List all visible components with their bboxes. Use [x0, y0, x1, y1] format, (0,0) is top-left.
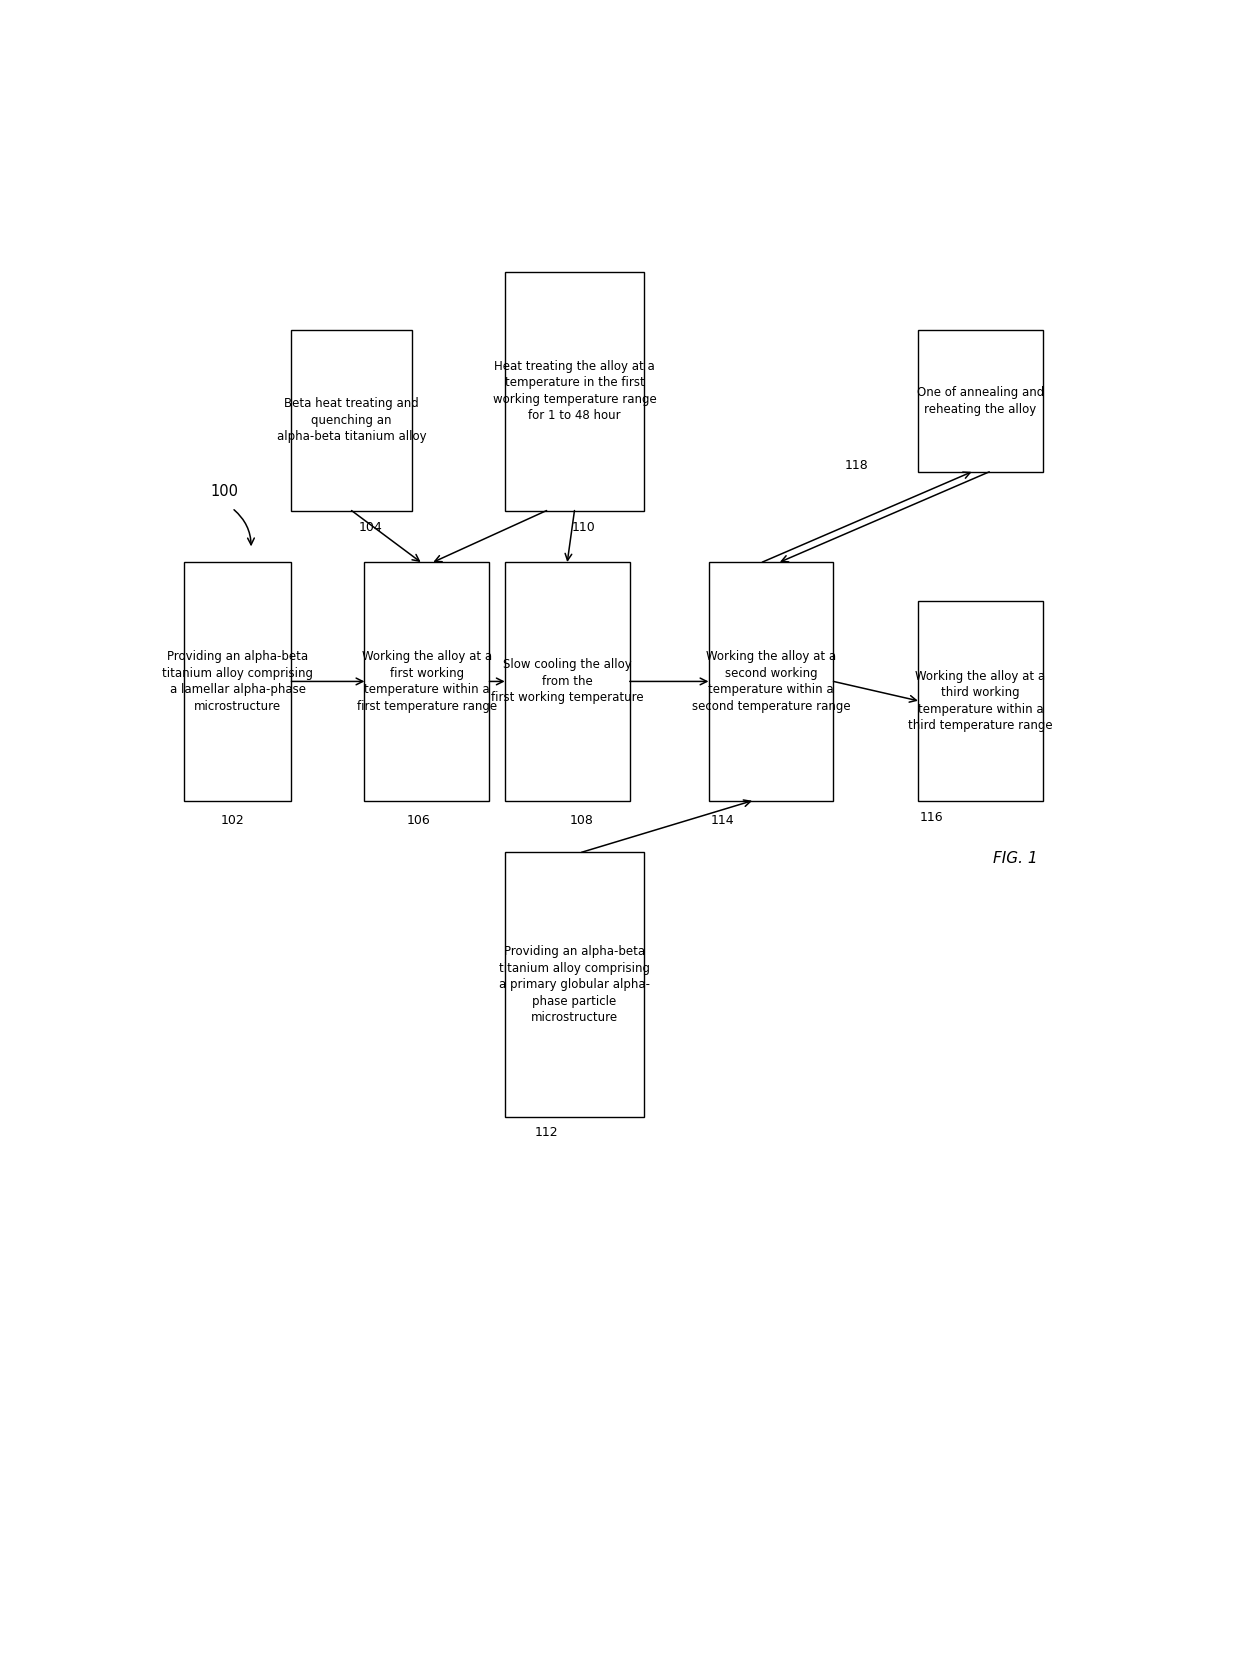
FancyArrowPatch shape — [234, 509, 254, 544]
Text: 104: 104 — [358, 521, 382, 534]
Text: FIG. 1: FIG. 1 — [993, 851, 1038, 866]
Text: 102: 102 — [221, 814, 244, 827]
Text: Working the alloy at a
third working
temperature within a
third temperature rang: Working the alloy at a third working tem… — [908, 670, 1053, 732]
FancyBboxPatch shape — [365, 563, 490, 801]
FancyBboxPatch shape — [505, 563, 630, 801]
Text: 112: 112 — [534, 1126, 558, 1139]
Text: Working the alloy at a
first working
temperature within a
first temperature rang: Working the alloy at a first working tem… — [357, 650, 497, 712]
Text: Slow cooling the alloy
from the
first working temperature: Slow cooling the alloy from the first wo… — [491, 658, 644, 705]
Text: 100: 100 — [211, 484, 239, 499]
Text: One of annealing and
reheating the alloy: One of annealing and reheating the alloy — [916, 387, 1044, 415]
FancyBboxPatch shape — [505, 271, 644, 511]
Text: 108: 108 — [570, 814, 594, 827]
Text: Beta heat treating and
quenching an
alpha-beta titanium alloy: Beta heat treating and quenching an alph… — [277, 397, 427, 444]
Text: Heat treating the alloy at a
temperature in the first
working temperature range
: Heat treating the alloy at a temperature… — [492, 360, 656, 422]
Text: Working the alloy at a
second working
temperature within a
second temperature ra: Working the alloy at a second working te… — [692, 650, 851, 712]
FancyBboxPatch shape — [918, 330, 1043, 472]
Text: 116: 116 — [920, 811, 944, 824]
FancyBboxPatch shape — [708, 563, 833, 801]
Text: 106: 106 — [407, 814, 430, 827]
FancyBboxPatch shape — [291, 330, 412, 511]
FancyBboxPatch shape — [918, 601, 1043, 801]
Text: 114: 114 — [711, 814, 734, 827]
Text: 118: 118 — [844, 459, 869, 472]
Text: Providing an alpha-beta
titanium alloy comprising
a primary globular alpha-
phas: Providing an alpha-beta titanium alloy c… — [498, 945, 650, 1023]
FancyBboxPatch shape — [505, 853, 644, 1117]
FancyBboxPatch shape — [184, 563, 291, 801]
Text: Providing an alpha-beta
titanium alloy comprising
a lamellar alpha-phase
microst: Providing an alpha-beta titanium alloy c… — [162, 650, 314, 712]
Text: 110: 110 — [572, 521, 596, 534]
